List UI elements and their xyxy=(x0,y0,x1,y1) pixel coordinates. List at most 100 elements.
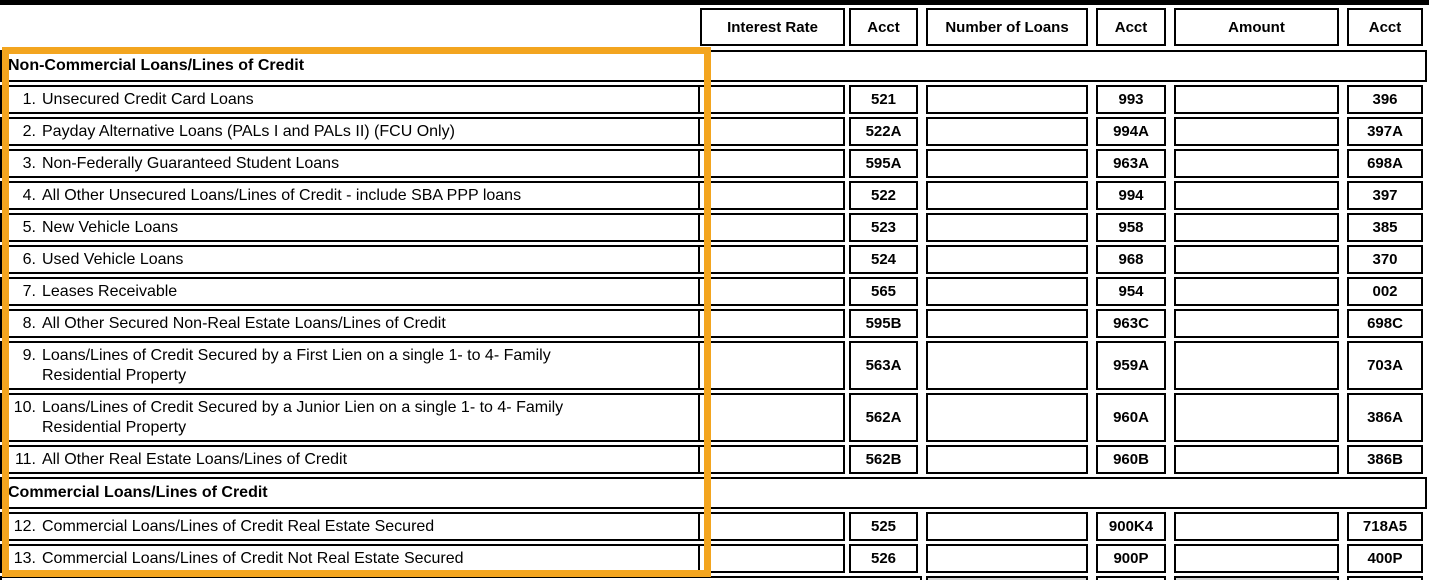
loan-row-3: 3. Non-Federally Guaranteed Student Loan… xyxy=(0,149,1429,178)
acct-code-number-of-loans: 959A xyxy=(1096,341,1166,390)
number-of-loans-input-cell[interactable] xyxy=(926,181,1088,210)
item-label: Commercial Loans/Lines of Credit Not Rea… xyxy=(42,550,464,567)
section-title-commercial: Commercial Loans/Lines of Credit xyxy=(0,477,1427,509)
interest-rate-input-cell[interactable] xyxy=(700,215,843,240)
number-of-loans-input-cell[interactable] xyxy=(926,445,1088,474)
amount-input-cell[interactable] xyxy=(1174,445,1339,474)
amount-input-cell[interactable] xyxy=(1174,245,1339,274)
number-of-loans-input-cell[interactable] xyxy=(926,393,1088,442)
number-of-loans-input-cell[interactable] xyxy=(926,245,1088,274)
number-of-loans-input-cell[interactable] xyxy=(926,149,1088,178)
section-row-commercial: Commercial Loans/Lines of Credit xyxy=(0,477,1429,509)
col-header-number-of-loans: Number of Loans xyxy=(926,8,1088,46)
acct-code-amount: 386B xyxy=(1347,445,1423,474)
col-header-acct-2: Acct xyxy=(1096,8,1166,46)
number-of-loans-input-cell[interactable] xyxy=(926,512,1088,541)
amount-input-cell[interactable] xyxy=(1174,309,1339,338)
acct-code-interest-rate: 522A xyxy=(849,117,918,146)
col-header-interest-rate: Interest Rate xyxy=(700,8,845,46)
amount-input-cell[interactable] xyxy=(1174,213,1339,242)
acct-code-amount: 397A xyxy=(1347,117,1423,146)
acct-code-interest-rate: 525 xyxy=(849,512,918,541)
interest-rate-input-cell[interactable] xyxy=(700,343,843,388)
loan-row-9: 9. Loans/Lines of Credit Secured by a Fi… xyxy=(0,341,1429,390)
total-amount-shaded-cell xyxy=(1174,576,1339,580)
acct-code-total-number-of-loans: 025A1 xyxy=(1096,576,1166,580)
acct-code-number-of-loans: 900K4 xyxy=(1096,512,1166,541)
item-number: 3. xyxy=(22,155,36,172)
interest-rate-input-cell[interactable] xyxy=(700,514,843,539)
interest-rate-input-cell[interactable] xyxy=(700,447,843,472)
interest-rate-input-cell[interactable] xyxy=(700,87,843,112)
acct-code-interest-rate: 521 xyxy=(849,85,918,114)
acct-code-amount: 400P xyxy=(1347,544,1423,573)
acct-code-number-of-loans: 954 xyxy=(1096,277,1166,306)
item-number: 12. xyxy=(13,518,36,535)
item-label: New Vehicle Loans xyxy=(42,219,179,236)
item-label: Leases Receivable xyxy=(42,283,178,300)
amount-input-cell[interactable] xyxy=(1174,85,1339,114)
item-number: 4. xyxy=(22,187,36,204)
number-of-loans-input-cell[interactable] xyxy=(926,85,1088,114)
acct-code-amount: 396 xyxy=(1347,85,1423,114)
amount-input-cell[interactable] xyxy=(1174,341,1339,390)
interest-rate-input-cell[interactable] xyxy=(700,183,843,208)
item-label: All Other Unsecured Loans/Lines of Credi… xyxy=(42,187,522,204)
loan-row-5: 5. New Vehicle Loans 523 958 385 xyxy=(0,213,1429,242)
amount-input-cell[interactable] xyxy=(1174,117,1339,146)
acct-code-number-of-loans: 963C xyxy=(1096,309,1166,338)
number-of-loans-input-cell[interactable] xyxy=(926,341,1088,390)
acct-code-number-of-loans: 960A xyxy=(1096,393,1166,442)
loan-row-7: 7. Leases Receivable 565 954 002 xyxy=(0,277,1429,306)
loan-row-11: 11. All Other Real Estate Loans/Lines of… xyxy=(0,445,1429,474)
amount-input-cell[interactable] xyxy=(1174,544,1339,573)
loan-row-6: 6. Used Vehicle Loans 524 968 370 xyxy=(0,245,1429,274)
acct-code-number-of-loans: 958 xyxy=(1096,213,1166,242)
amount-input-cell[interactable] xyxy=(1174,512,1339,541)
acct-code-number-of-loans: 994A xyxy=(1096,117,1166,146)
interest-rate-input-cell[interactable] xyxy=(700,279,843,304)
total-number-of-loans-shaded-cell xyxy=(926,576,1088,580)
interest-rate-input-cell[interactable] xyxy=(700,247,843,272)
amount-input-cell[interactable] xyxy=(1174,393,1339,442)
acct-code-interest-rate: 565 xyxy=(849,277,918,306)
item-number: 10. xyxy=(13,399,36,416)
acct-code-amount: 698A xyxy=(1347,149,1423,178)
amount-input-cell[interactable] xyxy=(1174,149,1339,178)
acct-code-number-of-loans: 900P xyxy=(1096,544,1166,573)
item-number: 2. xyxy=(22,123,36,140)
item-label: Commercial Loans/Lines of Credit Real Es… xyxy=(42,518,435,535)
acct-code-amount: 698C xyxy=(1347,309,1423,338)
table-top-border xyxy=(0,0,1429,5)
acct-code-interest-rate: 562A xyxy=(849,393,918,442)
amount-input-cell[interactable] xyxy=(1174,277,1339,306)
acct-code-interest-rate: 595B xyxy=(849,309,918,338)
interest-rate-input-cell[interactable] xyxy=(700,151,843,176)
loan-row-12: 12. Commercial Loans/Lines of Credit Rea… xyxy=(0,512,1429,541)
interest-rate-input-cell[interactable] xyxy=(700,119,843,144)
acct-code-amount: 370 xyxy=(1347,245,1423,274)
item-number: 13. xyxy=(13,550,36,567)
acct-code-amount: 703A xyxy=(1347,341,1423,390)
loan-row-13: 13. Commercial Loans/Lines of Credit Not… xyxy=(0,544,1429,573)
item-label: Used Vehicle Loans xyxy=(42,251,184,268)
number-of-loans-input-cell[interactable] xyxy=(926,544,1088,573)
item-label: Non-Federally Guaranteed Student Loans xyxy=(42,155,340,172)
item-label: All Other Secured Non-Real Estate Loans/… xyxy=(42,315,446,332)
item-number: 8. xyxy=(22,315,36,332)
acct-code-interest-rate: 526 xyxy=(849,544,918,573)
header-spacer xyxy=(0,8,700,46)
number-of-loans-input-cell[interactable] xyxy=(926,309,1088,338)
acct-code-interest-rate: 562B xyxy=(849,445,918,474)
number-of-loans-input-cell[interactable] xyxy=(926,277,1088,306)
interest-rate-input-cell[interactable] xyxy=(700,311,843,336)
acct-code-amount: 002 xyxy=(1347,277,1423,306)
amount-input-cell[interactable] xyxy=(1174,181,1339,210)
item-number: 7. xyxy=(22,283,36,300)
number-of-loans-input-cell[interactable] xyxy=(926,117,1088,146)
number-of-loans-input-cell[interactable] xyxy=(926,213,1088,242)
item-number: 1. xyxy=(22,91,36,108)
interest-rate-input-cell[interactable] xyxy=(700,395,843,440)
interest-rate-input-cell[interactable] xyxy=(700,546,843,571)
acct-code-number-of-loans: 994 xyxy=(1096,181,1166,210)
